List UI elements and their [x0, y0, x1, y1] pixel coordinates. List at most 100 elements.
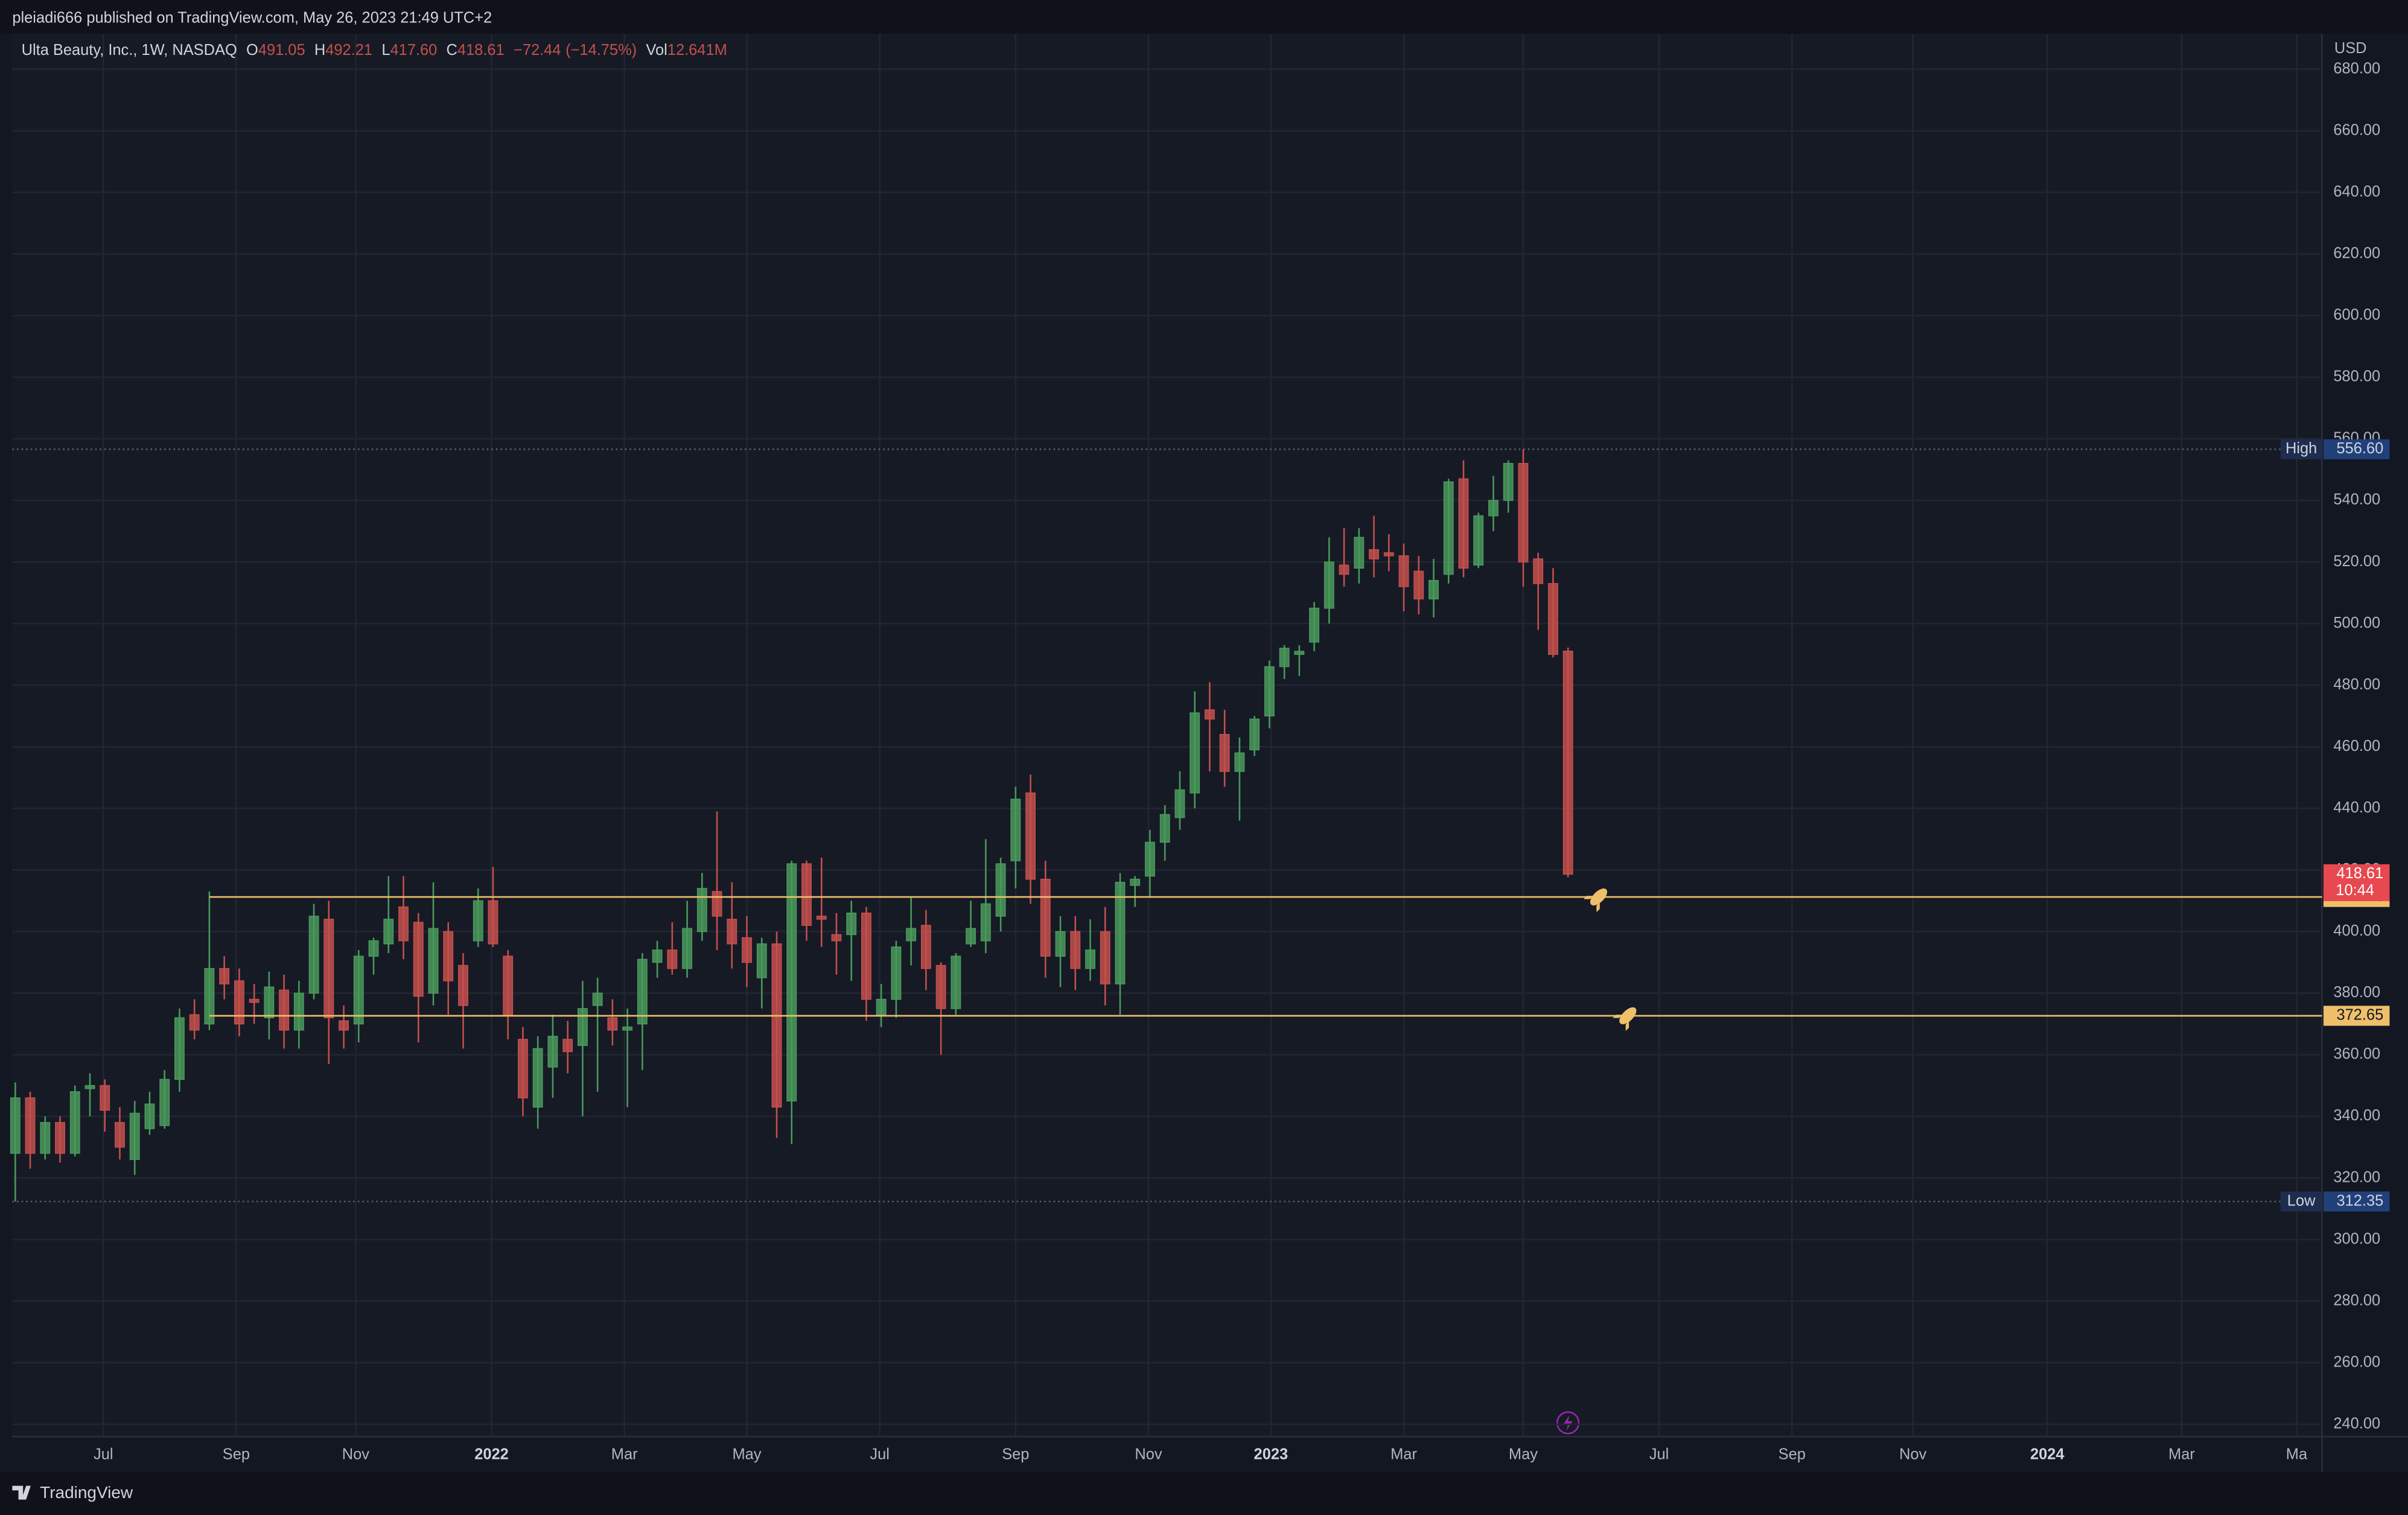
candle-body [25, 1097, 36, 1154]
y-tick-label: 340.00 [2333, 1107, 2380, 1124]
candle-body [995, 863, 1006, 917]
candle-body [771, 943, 782, 1108]
x-tick-label: Jul [1649, 1446, 1669, 1462]
y-tick-label: 500.00 [2333, 614, 2380, 631]
labels: Ulta Beauty, Inc., 1W, NASDAQ O491.05 H492… [22, 42, 2390, 1212]
candle-body [920, 925, 931, 969]
x-tick-label: May [732, 1446, 761, 1462]
y-tick-label: 300.00 [2333, 1230, 2380, 1247]
candle-body [279, 989, 290, 1031]
footer-brand: TradingView [40, 1483, 133, 1502]
line-value: 372.65 [2336, 1007, 2383, 1024]
candle-body [249, 998, 260, 1003]
legend-key: Vol [646, 42, 667, 59]
candle-body [339, 1020, 349, 1031]
candle-body [293, 992, 304, 1031]
y-tick-label: 600.00 [2333, 307, 2380, 324]
rocket-body [1590, 888, 1608, 906]
candle-body [637, 958, 648, 1025]
candle-body [607, 1017, 618, 1031]
candle-body [234, 980, 244, 1025]
candle-body [592, 992, 603, 1006]
candle-body [264, 986, 275, 1019]
candle-body [935, 965, 946, 1009]
candle-body [742, 937, 752, 963]
candle-body [816, 916, 827, 920]
candle-body [1458, 478, 1469, 569]
candle-body [1115, 881, 1126, 984]
candle-body [353, 955, 364, 1025]
candle-body [308, 916, 319, 994]
countdown: 10:44 [2336, 882, 2374, 899]
legend-change: −72.44 [514, 42, 561, 59]
marker-tag [2280, 439, 2322, 459]
candle-body [55, 1121, 65, 1154]
candle-body [622, 1026, 633, 1031]
x-tick-label: 2023 [1254, 1446, 1288, 1462]
candle-body [1323, 561, 1334, 609]
candle-body [1279, 648, 1290, 668]
candle-body [204, 968, 215, 1025]
x-tick-label: 2022 [474, 1446, 509, 1462]
y-tick-label: 240.00 [2333, 1415, 2380, 1432]
candle-body [562, 1039, 573, 1053]
candle-body [1100, 931, 1110, 984]
marker-value: 556.60 [2336, 440, 2383, 457]
candle-body [667, 949, 678, 969]
legend-key: L [381, 42, 390, 59]
y-tick-label: 380.00 [2333, 984, 2380, 1001]
candle-body [1339, 564, 1349, 575]
candle-body [861, 912, 871, 1000]
candle-body [727, 919, 737, 945]
candle-body [786, 863, 797, 1102]
x-tick-label: Jul [870, 1446, 890, 1462]
candle-body [1383, 552, 1394, 557]
legend-value: 492.21 [325, 42, 372, 59]
candle-body [518, 1039, 528, 1099]
candle-body [144, 1103, 155, 1129]
candle-body [1562, 651, 1573, 875]
y-tick-label: 480.00 [2333, 676, 2380, 693]
y-tick-label: 620.00 [2333, 245, 2380, 262]
candle-body [189, 1014, 200, 1031]
candle-body [413, 922, 424, 997]
y-tick-label: 640.00 [2333, 183, 2380, 200]
legend-change-pct: (−14.75%) [565, 42, 637, 59]
candle-body [100, 1085, 110, 1111]
legend-title: Ulta Beauty, Inc., 1W, NASDAQ [22, 42, 237, 59]
y-tick-label: 360.00 [2333, 1045, 2380, 1062]
candle-body [1234, 752, 1245, 772]
candle-body [1085, 949, 1095, 969]
candle-body [831, 934, 842, 942]
legend-value: 491.05 [258, 42, 305, 59]
candle-body [682, 928, 692, 969]
candle-body [846, 912, 857, 936]
x-tick-label: Ma [2286, 1446, 2308, 1462]
candle-body [652, 949, 663, 963]
candle-body [1010, 799, 1021, 861]
candle-body [1219, 734, 1230, 772]
legend-value: 12.641M [667, 42, 727, 59]
tv-logo [12, 1485, 31, 1500]
candle-body [458, 965, 468, 1006]
candle-body [801, 863, 812, 926]
candle-body [1354, 537, 1365, 569]
candle-body [1398, 555, 1409, 587]
plot-area [12, 34, 2322, 1437]
candle-body [1190, 712, 1200, 794]
candle-body [951, 955, 961, 1009]
candle-body [712, 891, 722, 917]
y-tick-label: 320.00 [2333, 1169, 2380, 1185]
candle-body [1205, 709, 1215, 720]
y-tick-label: 440.00 [2333, 799, 2380, 816]
candle-body [1130, 878, 1141, 886]
candle-body [696, 888, 707, 933]
legend-value: 418.61 [457, 42, 505, 59]
x-tick-label: Mar [2168, 1446, 2195, 1462]
top-bar [0, 0, 2408, 34]
candle-body [1503, 463, 1514, 501]
y-tick-label: 460.00 [2333, 738, 2380, 754]
candle-body [1369, 549, 1379, 560]
candle-body [398, 906, 409, 942]
